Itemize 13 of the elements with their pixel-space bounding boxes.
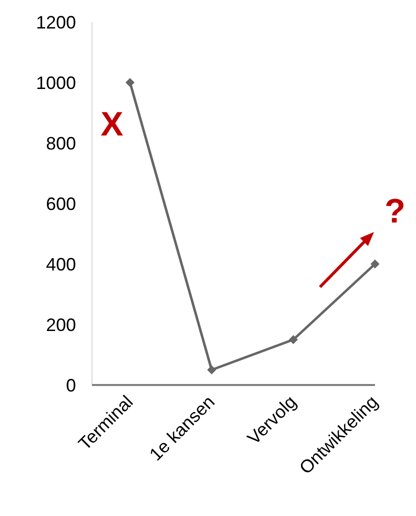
y-tick-label: 800 (46, 133, 76, 154)
y-tick-label: 400 (46, 254, 76, 274)
y-tick-label: 1200 (36, 12, 76, 32)
point (288, 335, 298, 344)
text: ? (384, 192, 406, 231)
y-tick-label: 1000 (36, 72, 76, 93)
y-tick-label: 200 (46, 314, 76, 335)
y-tick-label: 600 (46, 194, 76, 214)
point (370, 260, 380, 268)
y-tick-label: 0 (66, 375, 76, 396)
point (126, 78, 134, 87)
annotation: X (100, 106, 124, 144)
point (207, 365, 216, 374)
